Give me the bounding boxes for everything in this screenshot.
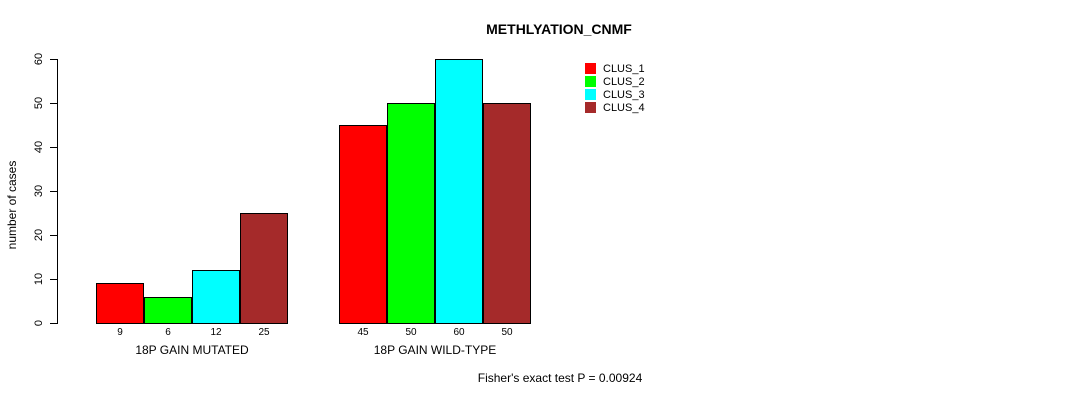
legend-label: CLUS_2 bbox=[603, 75, 645, 88]
group-label-2: 18P GAIN WILD-TYPE bbox=[373, 343, 497, 357]
legend-swatch-clus_2 bbox=[585, 76, 596, 87]
bar-value-label: 60 bbox=[453, 327, 465, 338]
annotation-fisher-test: Fisher's exact test P = 0.00924 bbox=[477, 371, 643, 385]
y-axis-tick bbox=[50, 103, 57, 104]
bar-clus_4-1 bbox=[240, 213, 288, 324]
y-axis-tick bbox=[50, 235, 57, 236]
chart-title: METHLYATION_CNMF bbox=[486, 21, 632, 37]
y-axis-tick bbox=[50, 147, 57, 148]
legend-label: CLUS_4 bbox=[603, 101, 645, 114]
y-axis-tick-label: 40 bbox=[33, 140, 45, 154]
bar-value-label: 45 bbox=[357, 327, 369, 338]
legend-swatch-clus_4 bbox=[585, 102, 596, 113]
bar-clus_2-2 bbox=[387, 103, 435, 324]
legend-label: CLUS_3 bbox=[603, 88, 645, 101]
bar-value-label: 50 bbox=[501, 327, 513, 338]
bar-value-label: 6 bbox=[165, 327, 171, 338]
legend-item-clus_2: CLUS_2 bbox=[585, 75, 645, 88]
y-axis-tick-label: 10 bbox=[33, 272, 45, 286]
legend-item-clus_1: CLUS_1 bbox=[585, 62, 645, 75]
bar-clus_2-1 bbox=[144, 297, 192, 324]
bar-clus_1-1 bbox=[96, 283, 144, 324]
y-axis-tick bbox=[50, 279, 57, 280]
bar-clus_3-1 bbox=[192, 270, 240, 324]
bar-value-label: 50 bbox=[405, 327, 417, 338]
y-axis-label: number of cases bbox=[5, 160, 19, 250]
y-axis-tick-label: 50 bbox=[33, 96, 45, 110]
legend-item-clus_4: CLUS_4 bbox=[585, 101, 645, 114]
y-axis-tick-label: 20 bbox=[33, 228, 45, 242]
y-axis-tick bbox=[50, 191, 57, 192]
bar-clus_3-2 bbox=[435, 59, 483, 324]
legend-item-clus_3: CLUS_3 bbox=[585, 88, 645, 101]
y-axis-tick-label: 0 bbox=[33, 319, 45, 327]
legend-swatch-clus_1 bbox=[585, 63, 596, 74]
y-axis-tick bbox=[50, 323, 57, 324]
bar-value-label: 25 bbox=[258, 327, 270, 338]
bar-value-label: 12 bbox=[210, 327, 222, 338]
y-axis-tick-label: 30 bbox=[33, 184, 45, 198]
y-axis-line bbox=[57, 59, 58, 324]
y-axis-tick bbox=[50, 59, 57, 60]
bar-value-label: 9 bbox=[117, 327, 123, 338]
y-axis-tick-label: 60 bbox=[33, 52, 45, 66]
legend-swatch-clus_3 bbox=[585, 89, 596, 100]
bar-clus_1-2 bbox=[339, 125, 387, 324]
bar-clus_4-2 bbox=[483, 103, 531, 324]
legend: CLUS_1 CLUS_2 CLUS_3 CLUS_4 bbox=[585, 62, 645, 114]
group-label-1: 18P GAIN MUTATED bbox=[135, 343, 249, 357]
legend-label: CLUS_1 bbox=[603, 62, 645, 75]
